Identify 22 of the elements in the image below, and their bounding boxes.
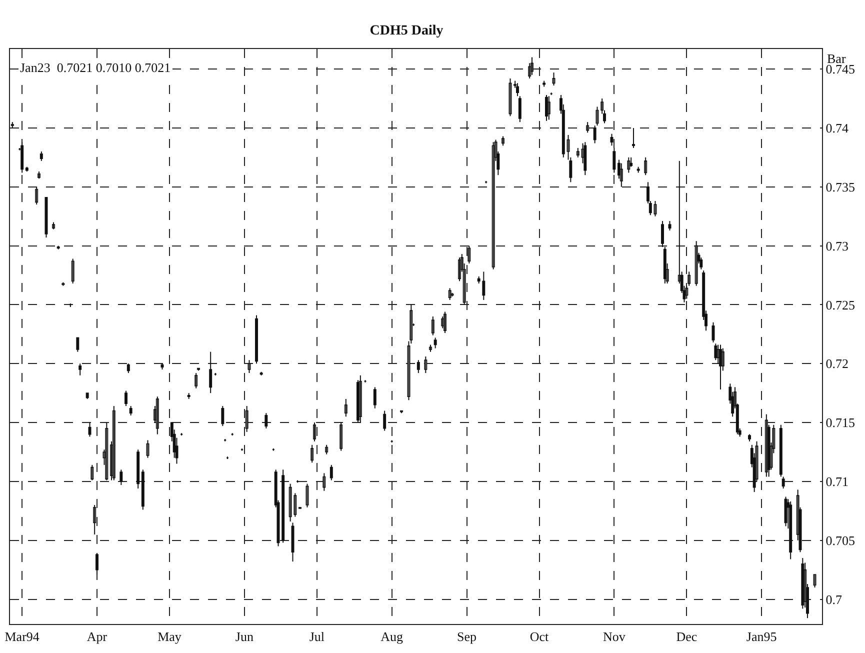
x-tick-label: Mar94	[4, 628, 40, 644]
y-tick-label: 0.7	[826, 592, 843, 607]
y-tick-label: 0.71	[826, 474, 849, 489]
x-tick-label: Jul	[309, 628, 325, 644]
y-tick-label: 0.705	[826, 532, 856, 548]
x-tick-label: Nov	[602, 628, 626, 644]
x-tick-label: Dec	[676, 628, 698, 644]
x-tick-label: Jan95	[746, 628, 777, 644]
x-tick-label: Oct	[530, 628, 550, 644]
chart-title: CDH5 Daily	[370, 23, 444, 38]
y-tick-label: 0.74	[826, 120, 850, 136]
x-tick-label: Jun	[235, 628, 254, 644]
x-tick-label: Apr	[86, 628, 108, 644]
y-tick-label: 0.73	[826, 238, 849, 254]
y-tick-label: 0.72	[826, 356, 849, 372]
x-tick-label: Sep	[457, 628, 476, 644]
x-tick-label: May	[158, 628, 182, 644]
y-tick-label: 0.715	[826, 415, 856, 430]
annotation: Jan23 0.7021 0.7010 0.7021	[20, 60, 171, 75]
y-tick-label: 0.735	[826, 179, 856, 194]
y-tick-label: 0.725	[826, 297, 856, 312]
x-tick-label: Aug	[380, 628, 404, 644]
